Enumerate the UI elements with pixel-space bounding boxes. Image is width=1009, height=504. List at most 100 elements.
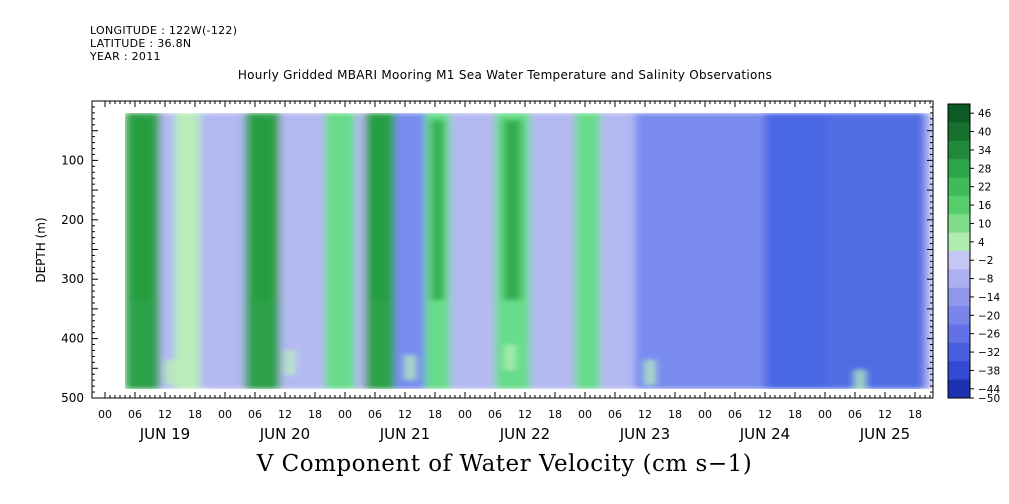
x-tick-label: 18 — [548, 408, 562, 421]
x-tick-label: 06 — [128, 408, 142, 421]
y-tick-label: 500 — [61, 391, 84, 405]
x-day-label: JUN 22 — [499, 425, 550, 443]
colorbar-label: −20 — [978, 310, 1000, 322]
colorbar-label: 22 — [978, 182, 991, 194]
colorbar-swatch — [948, 287, 970, 307]
x-tick-label: 06 — [848, 408, 862, 421]
colorbar-label: 10 — [978, 218, 991, 230]
x-tick-label: 06 — [728, 408, 742, 421]
colorbar-label: 16 — [978, 200, 992, 212]
x-day-label: JUN 19 — [139, 425, 190, 443]
heatmap-field — [125, 113, 933, 389]
velocity-patch — [285, 350, 295, 375]
colorbar-label: −32 — [978, 347, 1000, 359]
colorbar-swatch — [948, 251, 970, 270]
x-tick-label: 12 — [398, 408, 412, 421]
x-tick-label: 06 — [248, 408, 262, 421]
colorbar-swatch — [948, 342, 970, 362]
colorbar-swatch — [948, 104, 970, 123]
colorbar-swatch — [948, 177, 970, 197]
velocity-band — [325, 113, 355, 389]
x-tick-label: 18 — [308, 408, 322, 421]
colorbar-label: −38 — [978, 365, 1000, 377]
x-tick-label: 12 — [518, 408, 532, 421]
velocity-core — [133, 120, 152, 300]
colorbar-border — [947, 103, 971, 399]
x-tick-label: 00 — [218, 408, 232, 421]
velocity-patch — [165, 360, 175, 385]
y-axis: 100 200 300 400 500 — [61, 100, 933, 405]
x-tick-label: 12 — [278, 408, 292, 421]
colorbar: 46 40 34 28 22 16 10 4 −2 −8 −14 −20 −26 −32 −38 −44−50 — [947, 103, 1000, 405]
x-tick-label: 18 — [788, 408, 802, 421]
longitude-label: LONGITUDE : 122W(-122) — [90, 24, 238, 37]
x-tick-label: 00 — [338, 408, 352, 421]
colorbar-label: −26 — [978, 329, 1000, 341]
y-tick-label: 100 — [61, 153, 84, 167]
colorbar-swatch — [948, 379, 970, 399]
x-tick-label: 06 — [368, 408, 382, 421]
velocity-band — [395, 113, 425, 389]
colorbar-swatch — [948, 269, 970, 289]
x-tick-label: 18 — [668, 408, 682, 421]
colorbar-swatch — [948, 195, 970, 215]
velocity-core — [372, 120, 388, 300]
velocity-core — [503, 120, 522, 300]
x-axis-title: V Component of Water Velocity (cm s−1) — [256, 451, 753, 477]
x-tick-label: 18 — [908, 408, 922, 421]
colorbar-label: 4 — [978, 237, 985, 249]
colorbar-label: −2 — [978, 255, 993, 267]
velocity-patch — [855, 370, 865, 389]
colorbar-label: 40 — [978, 127, 991, 139]
x-tick-label: 18 — [188, 408, 202, 421]
year-label: YEAR : 2011 — [90, 50, 161, 63]
velocity-band — [540, 113, 570, 389]
x-day-label: JUN 24 — [739, 425, 790, 443]
x-axis: 00 06 12 18 00 06 12 18 00 06 12 18 00 06 12 18 00 06 12 18… — [98, 101, 931, 443]
velocity-patch — [645, 360, 655, 385]
x-tick-label: 12 — [878, 408, 892, 421]
velocity-band — [290, 113, 325, 389]
x-tick-label: 00 — [98, 408, 112, 421]
velocity-band — [765, 113, 925, 389]
colorbar-swatch — [948, 214, 970, 234]
colorbar-swatch — [948, 361, 970, 381]
velocity-patch — [505, 345, 515, 370]
colorbar-swatch — [948, 232, 970, 252]
colorbar-label: 46 — [978, 108, 992, 120]
colorbar-swatch — [948, 140, 970, 160]
y-tick-label: 200 — [61, 213, 84, 227]
colorbar-swatch — [948, 159, 970, 178]
y-axis-title: DEPTH (m) — [34, 217, 48, 282]
x-tick-label: 00 — [818, 408, 832, 421]
x-tick-label: 12 — [638, 408, 652, 421]
colorbar-label: 28 — [978, 163, 991, 175]
x-day-label: JUN 21 — [379, 425, 430, 443]
x-day-label: JUN 25 — [859, 425, 910, 443]
colorbar-swatch — [948, 324, 970, 344]
colorbar-label: −8 — [978, 274, 993, 286]
colorbar-swatch — [948, 306, 970, 325]
x-tick-label: 18 — [428, 408, 442, 421]
velocity-band — [465, 113, 495, 389]
y-tick-label: 400 — [61, 332, 84, 346]
colorbar-label: −50 — [978, 393, 1000, 405]
x-tick-label: 00 — [578, 408, 592, 421]
x-tick-label: 00 — [458, 408, 472, 421]
x-day-label: JUN 23 — [619, 425, 670, 443]
colorbar-label: 34 — [978, 145, 992, 157]
colorbar-label: −44 — [978, 384, 1000, 396]
x-tick-label: 12 — [158, 408, 172, 421]
velocity-core — [431, 120, 444, 300]
velocity-core — [253, 120, 272, 300]
x-tick-label: 12 — [758, 408, 772, 421]
x-day-label: JUN 20 — [259, 425, 310, 443]
x-tick-label: 00 — [698, 408, 712, 421]
velocity-band — [575, 113, 600, 389]
y-tick-label: 300 — [61, 272, 84, 286]
velocity-patch — [405, 355, 415, 380]
x-tick-label: 06 — [488, 408, 502, 421]
latitude-label: LATITUDE : 36.8N — [90, 37, 192, 50]
colorbar-label: −14 — [978, 292, 1000, 304]
